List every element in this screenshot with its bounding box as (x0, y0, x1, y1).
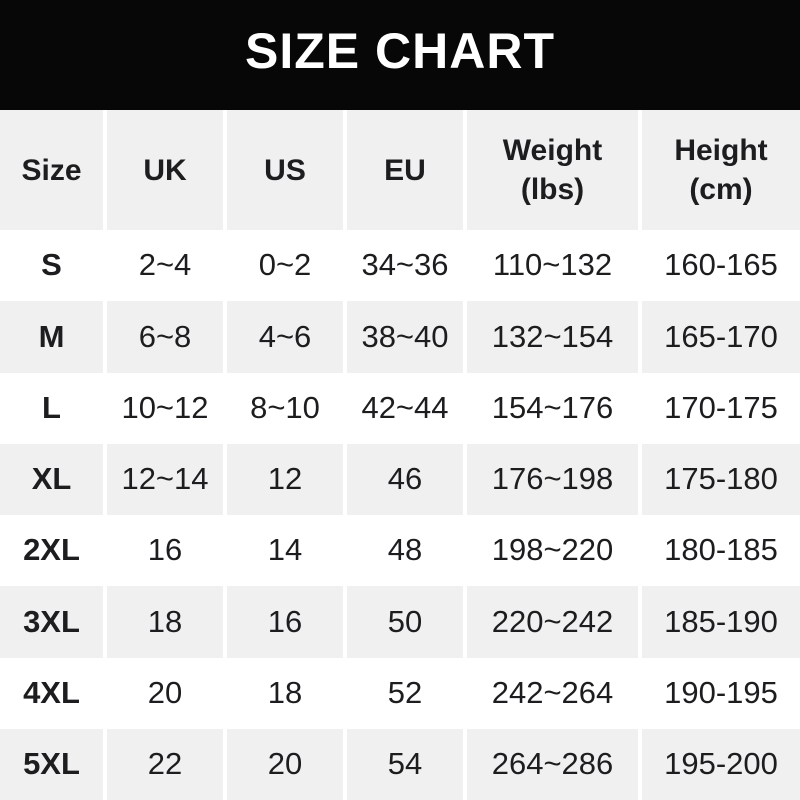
cell-height: 185-190 (640, 586, 800, 658)
cell-us: 18 (225, 657, 345, 729)
cell-eu: 50 (345, 586, 465, 658)
cell-size: L (0, 372, 105, 444)
table-row: 4XL 20 18 52 242~264 190-195 (0, 657, 800, 729)
column-header-eu: EU (345, 110, 465, 230)
cell-uk: 18 (105, 586, 225, 658)
table-header-row: Size UK US EU Weight (lbs) Height (cm) (0, 110, 800, 230)
cell-uk: 10~12 (105, 372, 225, 444)
cell-weight: 110~132 (465, 230, 640, 302)
cell-height: 160-165 (640, 230, 800, 302)
cell-eu: 52 (345, 657, 465, 729)
cell-eu: 42~44 (345, 372, 465, 444)
cell-height: 195-200 (640, 728, 800, 800)
cell-uk: 20 (105, 657, 225, 729)
cell-weight: 132~154 (465, 301, 640, 373)
cell-size: 2XL (0, 515, 105, 587)
cell-height: 170-175 (640, 372, 800, 444)
cell-eu: 54 (345, 728, 465, 800)
cell-weight: 220~242 (465, 586, 640, 658)
column-header-weight: Weight (lbs) (465, 110, 640, 230)
cell-us: 0~2 (225, 230, 345, 302)
cell-size: S (0, 230, 105, 302)
cell-uk: 2~4 (105, 230, 225, 302)
cell-size: M (0, 301, 105, 373)
cell-weight: 198~220 (465, 515, 640, 587)
title-bar: SIZE CHART (0, 0, 800, 110)
cell-uk: 22 (105, 728, 225, 800)
cell-us: 20 (225, 728, 345, 800)
cell-eu: 38~40 (345, 301, 465, 373)
table-row: 5XL 22 20 54 264~286 195-200 (0, 728, 800, 800)
cell-eu: 48 (345, 515, 465, 587)
cell-us: 4~6 (225, 301, 345, 373)
cell-size: 3XL (0, 586, 105, 658)
table-row: 3XL 18 16 50 220~242 185-190 (0, 586, 800, 658)
cell-eu: 34~36 (345, 230, 465, 302)
cell-weight: 242~264 (465, 657, 640, 729)
table-row: M 6~8 4~6 38~40 132~154 165-170 (0, 301, 800, 373)
cell-us: 8~10 (225, 372, 345, 444)
cell-weight: 176~198 (465, 443, 640, 515)
cell-us: 14 (225, 515, 345, 587)
cell-height: 165-170 (640, 301, 800, 373)
column-header-us: US (225, 110, 345, 230)
cell-height: 180-185 (640, 515, 800, 587)
table-row: L 10~12 8~10 42~44 154~176 170-175 (0, 372, 800, 444)
cell-size: 5XL (0, 728, 105, 800)
cell-height: 190-195 (640, 657, 800, 729)
column-header-uk: UK (105, 110, 225, 230)
cell-size: XL (0, 443, 105, 515)
cell-eu: 46 (345, 443, 465, 515)
table-row: 2XL 16 14 48 198~220 180-185 (0, 515, 800, 587)
cell-uk: 6~8 (105, 301, 225, 373)
cell-size: 4XL (0, 657, 105, 729)
page-title: SIZE CHART (245, 23, 555, 79)
column-header-height: Height (cm) (640, 110, 800, 230)
cell-weight: 264~286 (465, 728, 640, 800)
cell-us: 12 (225, 443, 345, 515)
column-header-size: Size (0, 110, 105, 230)
cell-uk: 16 (105, 515, 225, 587)
cell-weight: 154~176 (465, 372, 640, 444)
cell-height: 175-180 (640, 443, 800, 515)
table-row: S 2~4 0~2 34~36 110~132 160-165 (0, 230, 800, 302)
table-row: XL 12~14 12 46 176~198 175-180 (0, 443, 800, 515)
cell-uk: 12~14 (105, 443, 225, 515)
size-table: Size UK US EU Weight (lbs) Height (cm) S… (0, 110, 800, 800)
cell-us: 16 (225, 586, 345, 658)
